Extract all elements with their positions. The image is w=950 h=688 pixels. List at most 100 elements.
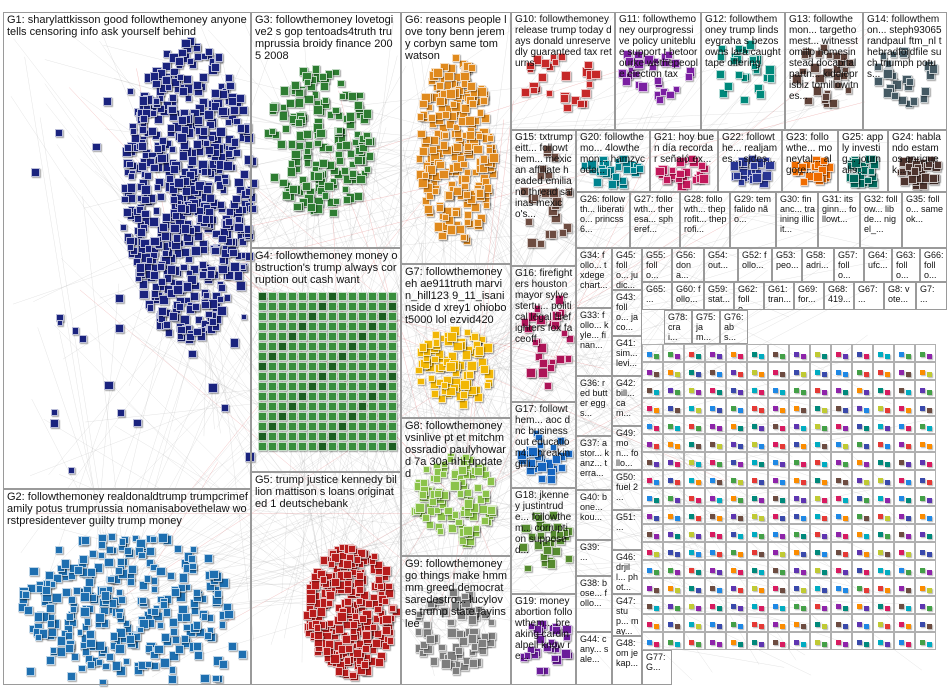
group-panel-g7[interactable]: G7: followthemoney eh ae911truth marvin_… bbox=[401, 264, 511, 418]
group-panel-g14[interactable]: G14: followthemon... steph93065 randpaul… bbox=[863, 12, 947, 130]
tiny-group-node bbox=[864, 552, 869, 557]
group-panel-g28[interactable]: G28: followth... theprofit... theprofi..… bbox=[680, 192, 730, 248]
group-panel-g21[interactable]: G21: hoy buen día recordar señaló ex... bbox=[650, 130, 718, 192]
group-panel-g76[interactable]: G76: abs... bbox=[720, 310, 748, 344]
group-panel-g11[interactable]: G11: followthemoney ourprogressive polic… bbox=[615, 12, 701, 130]
group-panel-g59[interactable]: G59: stat... bbox=[704, 282, 734, 310]
group-panel-g67[interactable]: G67: ... bbox=[854, 282, 884, 310]
group-panel-g35[interactable]: G35: follo... same ok... bbox=[902, 192, 947, 248]
group-panel-g44[interactable]: G44: cany... sale... bbox=[576, 632, 612, 685]
group-panel-g48[interactable]: G48: om je kap... bbox=[612, 636, 642, 685]
group-panel-g5[interactable]: G5: trump justice kennedy billion mattis… bbox=[251, 472, 401, 685]
tiny-group-node bbox=[885, 462, 890, 467]
tiny-group-node bbox=[689, 478, 694, 483]
group-panel-g23[interactable]: G23: followthe... moneytal... algore... bbox=[782, 130, 838, 192]
group-panel-g9[interactable]: G9: followthemoney go things make hmmmm … bbox=[401, 556, 511, 685]
group-label-g69: G69: for... bbox=[798, 284, 818, 304]
tiny-group-node bbox=[836, 496, 841, 501]
group-panel-g41[interactable]: G41: sim... levi... bbox=[612, 336, 642, 376]
tiny-group-panel bbox=[684, 506, 705, 524]
tiny-group-node bbox=[843, 444, 848, 449]
group-panel-g25[interactable]: G25: apply investig... journalis... bbox=[838, 130, 888, 192]
group-panel-g69[interactable]: G69: for... bbox=[794, 282, 824, 310]
group-panel-g7x[interactable]: G7: ... bbox=[916, 282, 947, 310]
group-panel-g4[interactable]: G4: followthemoney money obstruction's t… bbox=[251, 248, 401, 472]
group-panel-g2[interactable]: G2: followthemoney realdonaldtrump trump… bbox=[3, 489, 251, 685]
group-panel-g57[interactable]: G57: follo... bbox=[834, 248, 864, 282]
tiny-group-panel bbox=[726, 416, 747, 434]
group-panel-g77[interactable]: G77: G... bbox=[642, 650, 672, 685]
group-panel-g42[interactable]: G42: bill... cam... bbox=[612, 376, 642, 426]
group-panel-g13[interactable]: G13: followthemon... targethomest... wit… bbox=[785, 12, 863, 130]
group-panel-g45[interactable]: G45: follo... judic... bbox=[612, 248, 642, 290]
group-panel-g43[interactable]: G43: follo... jaco... bbox=[612, 290, 642, 336]
group-label-g39: G39: ... bbox=[580, 542, 600, 562]
group-panel-g65[interactable]: G65: ... bbox=[642, 282, 672, 310]
group-panel-g64[interactable]: G64: ufc... bbox=[864, 248, 892, 282]
group-panel-g18[interactable]: G18: jkenney justintrude... followthem..… bbox=[511, 488, 576, 594]
group-panel-g15[interactable]: G15: txtrumpeitt... followthem... mexica… bbox=[511, 130, 576, 266]
group-panel-g55[interactable]: G55: follo... bbox=[642, 248, 672, 282]
group-panel-g17[interactable]: G17: followthem... aoc dnc business out … bbox=[511, 402, 576, 488]
tiny-group-panel bbox=[747, 524, 768, 542]
group-panel-g30[interactable]: G30: financ... training illicit... bbox=[776, 192, 818, 248]
tiny-group-node bbox=[759, 390, 764, 395]
group-panel-g3[interactable]: G3: followthemoney lovetogive2 s gop ten… bbox=[251, 12, 401, 248]
graph-edge bbox=[89, 332, 330, 572]
tiny-group-node bbox=[689, 460, 694, 465]
group-panel-g24[interactable]: G24: hablando estamos enriquek... bbox=[888, 130, 947, 192]
group-panel-g54[interactable]: G54: out... bbox=[704, 248, 738, 282]
group-panel-g39[interactable]: G39: ... bbox=[576, 540, 612, 576]
group-panel-g46[interactable]: G46: drjill... phot... bbox=[612, 550, 642, 594]
group-label-g43: G43: follo... jaco... bbox=[616, 292, 639, 332]
graph-edge bbox=[196, 238, 793, 457]
group-panel-g51[interactable]: G51: ... bbox=[612, 510, 642, 550]
group-panel-g6[interactable]: G6: reasons people love tony benn jeremy… bbox=[401, 12, 511, 264]
group-panel-g1[interactable]: G1: sharylattkisson good followthemoney … bbox=[3, 12, 251, 489]
group-panel-g29[interactable]: G29: tem falido não... bbox=[730, 192, 776, 248]
group-panel-g20[interactable]: G20: followthemo... 4lowthemon... hamzyc… bbox=[576, 130, 650, 192]
group-panel-g37[interactable]: G37: astor... kanz... terra... bbox=[576, 436, 612, 490]
group-panel-g32[interactable]: G32: follow... libde... nigel_... bbox=[860, 192, 902, 248]
tiny-group-node bbox=[843, 588, 848, 593]
group-panel-g78[interactable]: G78: crai... bbox=[664, 310, 692, 344]
group-panel-g52[interactable]: G52: follo... bbox=[738, 248, 772, 282]
group-panel-g34[interactable]: G34: follo... txdege chart... bbox=[576, 248, 612, 308]
group-panel-g10[interactable]: G10: followthemoney release trump today … bbox=[511, 12, 615, 130]
group-panel-g62[interactable]: G62: follo... bbox=[734, 282, 764, 310]
group-panel-g60[interactable]: G60: follo... bbox=[672, 282, 704, 310]
tiny-group-node bbox=[696, 642, 701, 647]
tiny-group-node bbox=[822, 354, 827, 359]
group-panel-g50[interactable]: G50: fuel 2 ... bbox=[612, 470, 642, 510]
group-panel-g27[interactable]: G27: followth... theresa... spheref... bbox=[630, 192, 680, 248]
group-panel-g75[interactable]: G75: jam... bbox=[692, 310, 720, 344]
group-panel-g26[interactable]: G26: followth... liberatio... princss6..… bbox=[576, 192, 630, 248]
tiny-group-node bbox=[801, 606, 806, 611]
tiny-group-node bbox=[822, 606, 827, 611]
tiny-group-node bbox=[906, 606, 911, 611]
group-panel-g16[interactable]: G16: firefighters houston mayor sylveste… bbox=[511, 266, 576, 402]
group-panel-g8x[interactable]: G8: vote... bbox=[884, 282, 916, 310]
group-panel-g68[interactable]: G68: 419... bbox=[824, 282, 854, 310]
graph-edge bbox=[431, 37, 726, 482]
group-panel-g66[interactable]: G66: follo... bbox=[920, 248, 947, 282]
group-panel-g12[interactable]: G12: followthemoney trump lindseygraha s… bbox=[701, 12, 785, 130]
tiny-group-node bbox=[689, 640, 694, 645]
group-panel-g8[interactable]: G8: followthemoney vsinlive pt et mitchm… bbox=[401, 418, 511, 556]
group-panel-g53[interactable]: G53: peo... bbox=[772, 248, 802, 282]
group-panel-g58[interactable]: G58: adri... bbox=[802, 248, 834, 282]
tiny-group-node bbox=[927, 480, 932, 485]
group-panel-g56[interactable]: G56: dona... bbox=[672, 248, 704, 282]
group-panel-g38[interactable]: G38: bose... follo... bbox=[576, 576, 612, 632]
group-label-g41: G41: sim... levi... bbox=[616, 338, 638, 368]
group-panel-g63[interactable]: G63: follo... bbox=[892, 248, 920, 282]
group-panel-g61[interactable]: G61: tran... bbox=[764, 282, 794, 310]
group-panel-g47[interactable]: G47: stup... may... bbox=[612, 594, 642, 636]
group-panel-g40[interactable]: G40: bone... kou... bbox=[576, 490, 612, 540]
group-panel-g19[interactable]: G19: money abortion followthem... breaki… bbox=[511, 594, 576, 685]
group-panel-g31[interactable]: G31: itsginn... followt... bbox=[818, 192, 860, 248]
group-panel-g22[interactable]: G22: followthe... realjames... sides... bbox=[718, 130, 782, 192]
group-panel-g49[interactable]: G49: mon... follo... bbox=[612, 426, 642, 470]
group-panel-g33[interactable]: G33: follo... kyle... finan... bbox=[576, 308, 612, 376]
group-panel-g36[interactable]: G36: red butter eggs... bbox=[576, 376, 612, 436]
